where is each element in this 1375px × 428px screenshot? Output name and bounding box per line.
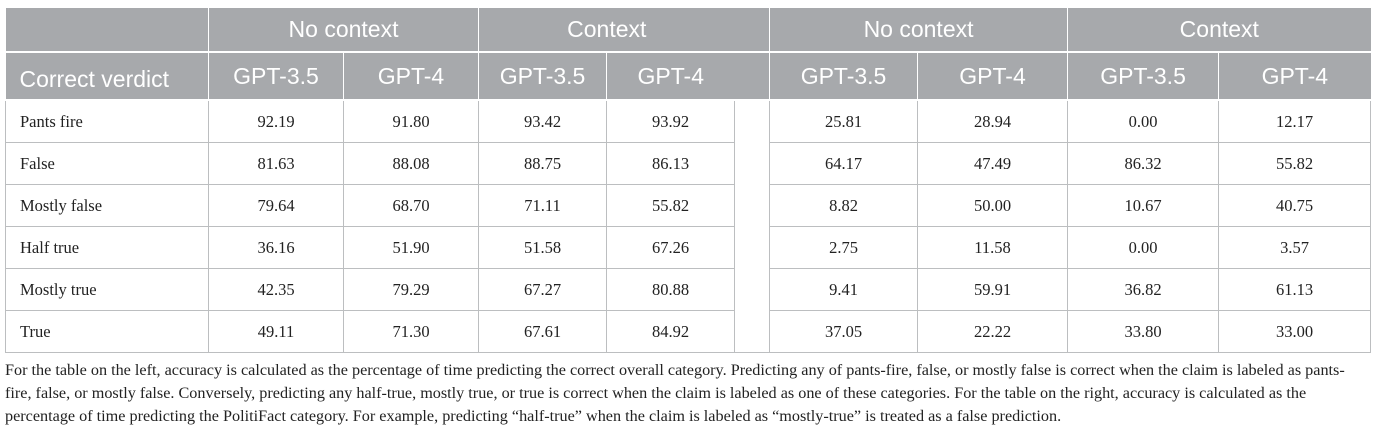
group-header-left-context: Context <box>478 8 735 53</box>
model-header: GPT-4 <box>342 52 479 101</box>
model-header: GPT-3.5 <box>478 52 607 101</box>
table-cell: 80.88 <box>606 268 736 311</box>
table-cell: 71.11 <box>478 184 608 227</box>
table-cell: 11.58 <box>917 226 1069 269</box>
table-cell: 42.35 <box>208 268 344 311</box>
model-header: GPT-3.5 <box>769 52 918 101</box>
table-cell: 81.63 <box>208 142 344 185</box>
table-cell: 86.13 <box>606 142 736 185</box>
table-row: False 81.63 88.08 88.75 86.13 64.17 47.4… <box>5 142 1372 185</box>
group-header-right-context: Context <box>1067 8 1371 53</box>
correct-verdict-header: Correct verdict <box>5 52 209 101</box>
verdict-label: Pants fire <box>5 99 209 143</box>
header-gap <box>734 8 770 53</box>
table-row: Mostly true 42.35 79.29 67.27 80.88 9.41… <box>5 268 1372 311</box>
table-gap <box>734 184 771 227</box>
table-cell: 92.19 <box>208 99 344 143</box>
table-row: Mostly false 79.64 68.70 71.11 55.82 8.8… <box>5 184 1372 227</box>
group-header-left-no-context: No context <box>207 8 479 53</box>
table-cell: 22.22 <box>917 310 1069 353</box>
table-cell: 8.82 <box>769 184 919 227</box>
group-header-right-no-context: No context <box>769 8 1068 53</box>
table-cell: 61.13 <box>1218 268 1372 311</box>
table-cell: 59.91 <box>917 268 1069 311</box>
verdict-label: True <box>5 310 209 353</box>
verdict-label: False <box>5 142 209 185</box>
table-cell: 37.05 <box>769 310 919 353</box>
table-cell: 49.11 <box>208 310 344 353</box>
table-cell: 88.08 <box>342 142 480 185</box>
table-cell: 40.75 <box>1218 184 1372 227</box>
table-cell: 28.94 <box>917 99 1069 143</box>
table-cell: 51.58 <box>478 226 608 269</box>
table-gap <box>734 310 771 353</box>
table-cell: 71.30 <box>342 310 480 353</box>
header-empty-cell <box>5 8 209 53</box>
model-header: GPT-4 <box>606 52 735 101</box>
table-cell: 67.61 <box>478 310 608 353</box>
table-cell: 91.80 <box>342 99 480 143</box>
table-gap <box>734 142 771 185</box>
table-cell: 2.75 <box>769 226 919 269</box>
model-header: GPT-4 <box>917 52 1068 101</box>
table-cell: 55.82 <box>1218 142 1372 185</box>
table-row: True 49.11 71.30 67.61 84.92 37.05 22.22… <box>5 310 1372 353</box>
results-table-container: No context Context No context Context Co… <box>5 8 1372 428</box>
model-header: GPT-4 <box>1218 52 1371 101</box>
table-cell: 88.75 <box>478 142 608 185</box>
table-cell: 25.81 <box>769 99 919 143</box>
table-cell: 64.17 <box>769 142 919 185</box>
table-cell: 50.00 <box>917 184 1069 227</box>
accuracy-table: No context Context No context Context Co… <box>5 8 1372 353</box>
table-row: Half true 36.16 51.90 51.58 67.26 2.75 1… <box>5 226 1372 269</box>
table-cell: 68.70 <box>342 184 480 227</box>
model-header: GPT-3.5 <box>208 52 344 101</box>
verdict-label: Half true <box>5 226 209 269</box>
table-row: Pants fire 92.19 91.80 93.42 93.92 25.81… <box>5 99 1372 143</box>
table-cell: 9.41 <box>769 268 919 311</box>
table-footnote: For the table on the left, accuracy is c… <box>5 361 1345 425</box>
table-cell: 10.67 <box>1067 184 1220 227</box>
table-gap <box>734 226 771 269</box>
table-gap <box>734 100 771 143</box>
table-cell: 84.92 <box>606 310 736 353</box>
header-gap <box>734 52 770 101</box>
model-header: GPT-3.5 <box>1067 52 1219 101</box>
table-gap <box>734 268 771 311</box>
table-cell: 33.00 <box>1218 310 1372 353</box>
table-cell: 55.82 <box>606 184 736 227</box>
table-cell: 36.16 <box>208 226 344 269</box>
table-cell: 79.29 <box>342 268 480 311</box>
table-cell: 67.26 <box>606 226 736 269</box>
table-cell: 67.27 <box>478 268 608 311</box>
table-cell: 93.92 <box>606 99 736 143</box>
table-cell: 51.90 <box>342 226 480 269</box>
table-cell: 0.00 <box>1067 226 1220 269</box>
table-cell: 33.80 <box>1067 310 1220 353</box>
table-cell: 12.17 <box>1218 99 1372 143</box>
verdict-label: Mostly false <box>5 184 209 227</box>
table-cell: 86.32 <box>1067 142 1220 185</box>
table-cell: 47.49 <box>917 142 1069 185</box>
table-cell: 0.00 <box>1067 99 1220 143</box>
table-cell: 79.64 <box>208 184 344 227</box>
verdict-label: Mostly true <box>5 268 209 311</box>
table-cell: 3.57 <box>1218 226 1372 269</box>
table-cell: 36.82 <box>1067 268 1220 311</box>
table-cell: 93.42 <box>478 99 608 143</box>
